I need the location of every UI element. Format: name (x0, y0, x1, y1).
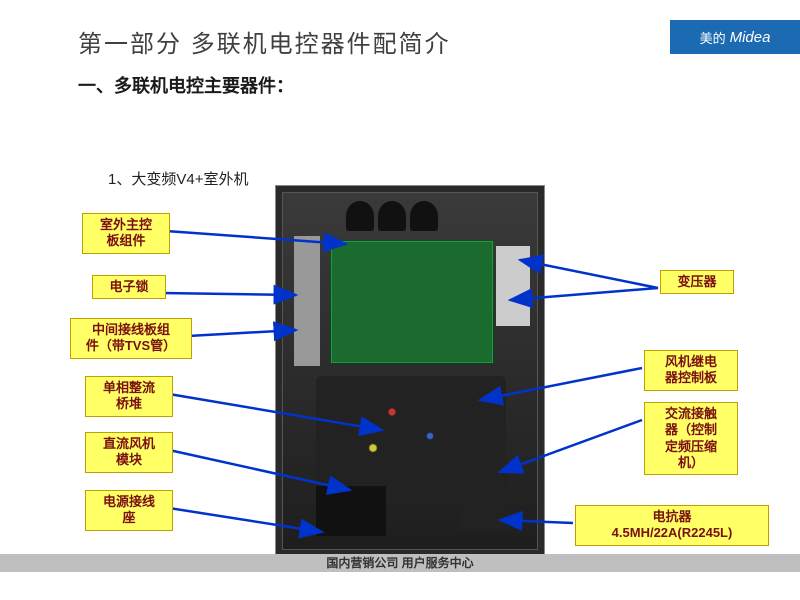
item-header: 1、大变频V4+室外机 (108, 168, 248, 189)
device-photo (275, 185, 545, 557)
logo-badge: 美的 Midea (670, 20, 800, 54)
callout-label-r3: 交流接触 器（控制 定频压缩 机） (644, 402, 738, 475)
logo-en: Midea (730, 29, 771, 46)
page-title: 第一部分 多联机电控器件配简介 (78, 24, 451, 59)
callout-label-l1: 室外主控 板组件 (82, 213, 170, 254)
callout-label-l5: 直流风机 模块 (85, 432, 173, 473)
callout-label-r4: 电抗器 4.5MH/22A(R2245L) (575, 505, 769, 546)
footer-text: 国内营销公司 用户服务中心 (0, 554, 800, 571)
callout-label-l3: 中间接线板组 件（带TVS管） (70, 318, 192, 359)
callout-label-r1: 变压器 (660, 270, 734, 294)
callout-label-l2: 电子锁 (92, 275, 166, 299)
callout-label-l6: 电源接线 座 (85, 490, 173, 531)
callout-label-l4: 单相整流 桥堆 (85, 376, 173, 417)
logo-cn: 美的 (700, 28, 726, 47)
section-subtitle: 一、多联机电控主要器件： (78, 72, 294, 98)
callout-label-r2: 风机继电 器控制板 (644, 350, 738, 391)
